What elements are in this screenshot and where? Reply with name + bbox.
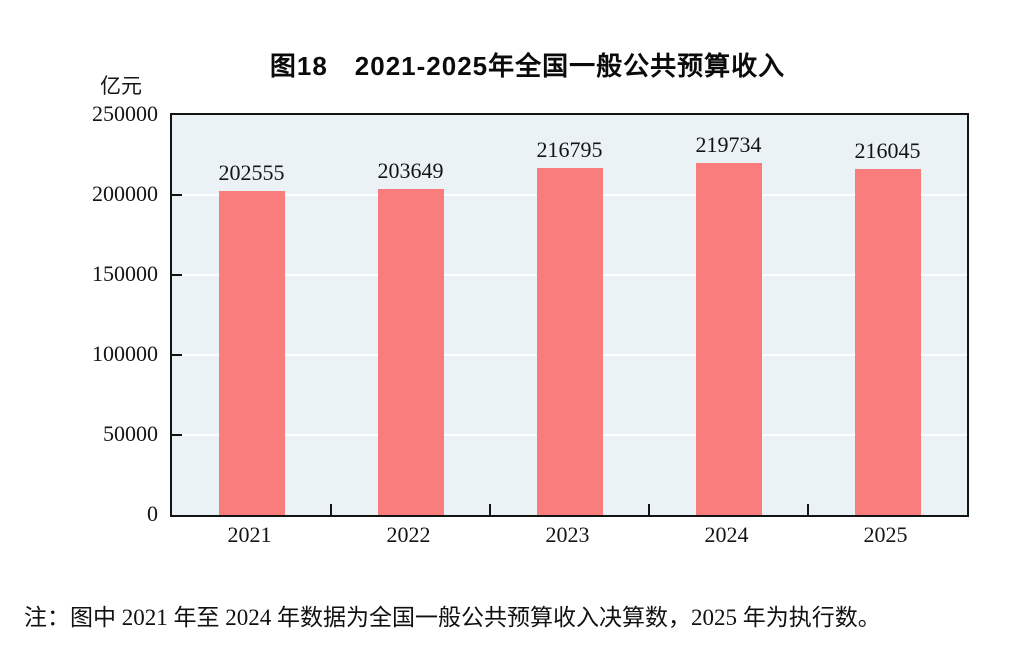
x-axis-label-2024: 2024 xyxy=(704,522,749,547)
y-axis-unit-label: 亿元 xyxy=(100,74,142,98)
plot-area: 202555 203649 216795 219734 216045 xyxy=(170,113,969,517)
y-axis-label-150000: 150000 xyxy=(92,261,158,286)
x-axis-tick-mark-4 xyxy=(807,504,809,515)
chart-title: 图18 2021-2025年全国一般公共预算收入 xyxy=(269,51,786,81)
y-axis-label-100000: 100000 xyxy=(92,341,158,366)
bar-value-label-2025: 216045 xyxy=(854,138,921,164)
bar-value-label-2022: 203649 xyxy=(377,158,444,184)
x-axis-label-2022: 2022 xyxy=(386,522,431,547)
y-axis-label-0: 0 xyxy=(147,501,158,526)
footnote: 注：图中 2021 年至 2024 年数据为全国一般公共预算收入决算数，2025… xyxy=(24,605,881,630)
bar-2025 xyxy=(854,169,921,515)
bar-value-label-2024: 219734 xyxy=(695,132,762,158)
y-axis-label-250000: 250000 xyxy=(92,101,158,126)
x-axis-tick-mark-2 xyxy=(489,504,491,515)
x-axis-tick-mark-3 xyxy=(648,504,650,515)
y-axis-tick-mark-100000 xyxy=(172,354,182,356)
bar-2024 xyxy=(695,163,762,515)
bar-value-label-2023: 216795 xyxy=(536,137,603,163)
y-axis-label-200000: 200000 xyxy=(92,181,158,206)
x-axis-label-2021: 2021 xyxy=(227,522,272,547)
y-axis-tick-mark-50000 xyxy=(172,434,182,436)
x-axis-label-2023: 2023 xyxy=(545,522,590,547)
bar-2023 xyxy=(536,168,603,515)
y-axis-tick-mark-200000 xyxy=(172,194,182,196)
bar-2022 xyxy=(377,189,444,515)
x-axis-tick-mark-1 xyxy=(330,504,332,515)
bar-value-label-2021: 202555 xyxy=(218,159,285,185)
y-axis-label-50000: 50000 xyxy=(103,421,158,446)
bar-2021 xyxy=(218,190,285,515)
y-axis-tick-mark-150000 xyxy=(172,274,182,276)
x-axis-label-2025: 2025 xyxy=(863,522,908,547)
